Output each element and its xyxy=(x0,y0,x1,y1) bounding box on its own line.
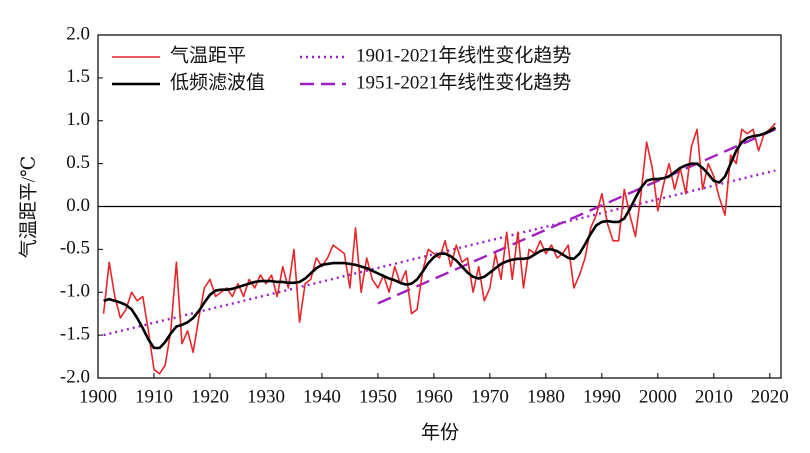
y-tick-label: 0.5 xyxy=(66,152,90,173)
y-tick-label: 2.0 xyxy=(66,23,90,44)
y-tick-label: -0.5 xyxy=(60,238,90,259)
series-line xyxy=(103,126,777,350)
x-tick-label: 1910 xyxy=(135,386,173,407)
y-tick-label: -1.0 xyxy=(60,281,90,302)
x-axis-label: 年份 xyxy=(421,421,459,443)
x-tick-label: 2020 xyxy=(751,386,789,407)
x-tick-label: 2000 xyxy=(639,386,677,407)
y-tick-label: 0.0 xyxy=(66,195,90,216)
x-tick-label: 2010 xyxy=(695,386,733,407)
legend-label: 低频滤波值 xyxy=(170,71,265,93)
x-tick-label: 1980 xyxy=(527,386,565,407)
legend-label: 气温距平 xyxy=(170,44,246,66)
x-tick-label: 1970 xyxy=(471,386,509,407)
x-tick-label: 1930 xyxy=(247,386,285,407)
x-tick-label: 1900 xyxy=(79,386,117,407)
series-line xyxy=(377,128,776,305)
y-tick-label: -2.0 xyxy=(60,366,90,387)
x-tick-label: 1990 xyxy=(583,386,621,407)
y-tick-label: 1.5 xyxy=(66,66,90,87)
x-tick-label: 1920 xyxy=(191,386,229,407)
y-axis-label: 气温距平/℃ xyxy=(17,156,39,259)
x-tick-label: 1950 xyxy=(359,386,397,407)
x-tick-label: 1940 xyxy=(303,386,341,407)
plot-frame xyxy=(97,34,782,379)
series-line xyxy=(102,122,776,375)
y-tick-label: -1.5 xyxy=(60,323,90,344)
x-tick-label: 1960 xyxy=(415,386,453,407)
legend-label: 1951-2021年线性变化趋势 xyxy=(356,71,571,93)
legend-label: 1901-2021年线性变化趋势 xyxy=(356,44,571,66)
y-tick-label: 1.0 xyxy=(66,109,90,130)
series-line xyxy=(103,169,776,337)
